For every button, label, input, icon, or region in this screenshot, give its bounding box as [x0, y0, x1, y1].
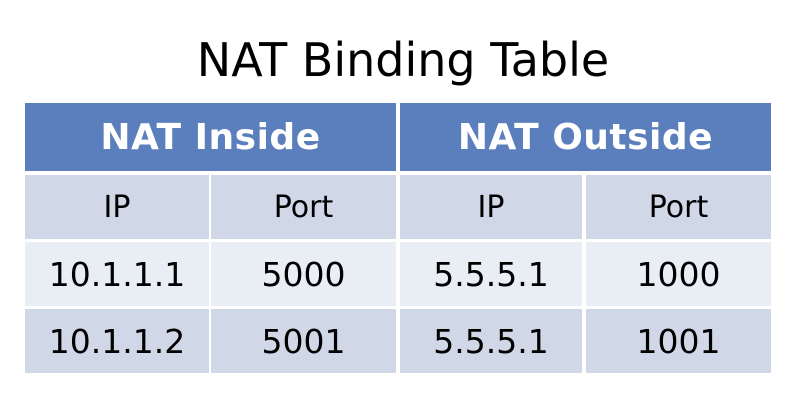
group-header-row: NAT Inside NAT Outside — [25, 103, 771, 175]
outside-port-cell: 1001 — [584, 309, 771, 373]
outside-ip-cell: 5.5.5.1 — [398, 309, 584, 373]
table-row: 10.1.1.2 5001 5.5.5.1 1001 — [25, 309, 771, 373]
nat-inside-header: NAT Inside — [25, 103, 398, 175]
nat-binding-table: NAT Inside NAT Outside IP Port IP Port 1… — [25, 103, 771, 373]
inside-port-cell: 5000 — [211, 242, 398, 309]
table-row: 10.1.1.1 5000 5.5.5.1 1000 — [25, 242, 771, 309]
inside-ip-header: IP — [25, 175, 211, 242]
outside-ip-header: IP — [398, 175, 584, 242]
inside-port-header: Port — [211, 175, 398, 242]
inside-port-cell: 5001 — [211, 309, 398, 373]
outside-port-cell: 1000 — [584, 242, 771, 309]
inside-ip-cell: 10.1.1.2 — [25, 309, 211, 373]
outside-ip-cell: 5.5.5.1 — [398, 242, 584, 309]
outside-port-header: Port — [584, 175, 771, 242]
column-header-row: IP Port IP Port — [25, 175, 771, 242]
inside-ip-cell: 10.1.1.1 — [25, 242, 211, 309]
nat-outside-header: NAT Outside — [398, 103, 771, 175]
table-title: NAT Binding Table — [196, 33, 610, 87]
